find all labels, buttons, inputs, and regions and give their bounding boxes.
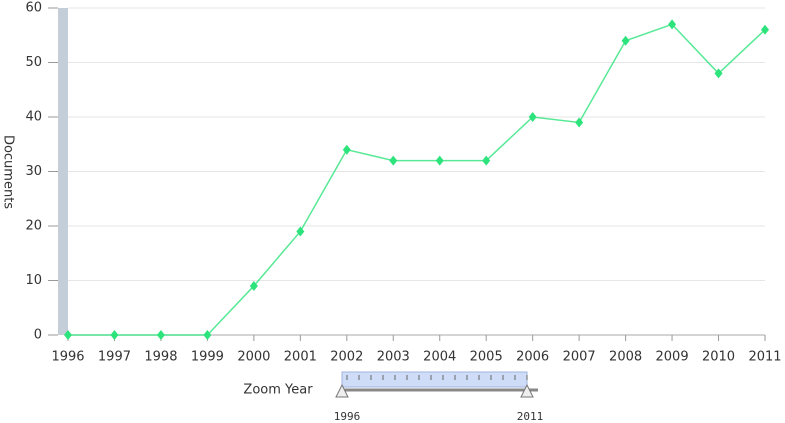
zoom-label: Zoom Year [243, 383, 313, 398]
x-tick-label: 2001 [284, 350, 317, 365]
x-tick-label: 1996 [51, 350, 84, 365]
y-tick-label: 0 [34, 328, 42, 343]
data-point [389, 155, 398, 166]
zoom-ticks [346, 375, 528, 380]
x-tick-label: 1999 [191, 350, 224, 365]
zoom-handle-start[interactable] [335, 383, 349, 398]
y-tick-label: 40 [25, 110, 42, 125]
data-point [575, 117, 584, 128]
data-point [435, 155, 444, 166]
y-tick-label: 60 [25, 1, 42, 16]
zoom-start: 1996 [334, 410, 361, 423]
data-point [296, 226, 305, 237]
zoom-end: 2011 [517, 410, 544, 423]
x-tick-label: 1998 [144, 350, 177, 365]
data-point [249, 280, 258, 291]
x-tick-label: 2010 [702, 350, 735, 365]
x-tick-label: 2002 [330, 350, 363, 365]
data-point [64, 330, 72, 340]
x-tick-label: 2006 [516, 350, 549, 365]
data-point [761, 24, 769, 35]
data-point [621, 35, 630, 46]
x-tick-label: 2005 [470, 350, 503, 365]
x-tick-label: 2003 [377, 350, 410, 365]
data-point [668, 19, 677, 30]
data-point [203, 330, 212, 340]
data-point [482, 155, 491, 166]
data-point [528, 112, 537, 122]
x-tick-label: 2004 [423, 350, 456, 365]
x-tick-label: 2009 [656, 350, 689, 365]
zoom-slider[interactable]: Zoom Year 1996 2011 [243, 371, 544, 423]
y-axis-label: Documents [1, 135, 16, 209]
data-line [68, 23, 766, 336]
y-tick-label: 30 [25, 164, 42, 179]
y-axis-band [58, 8, 68, 335]
x-tick-label: 2007 [563, 350, 596, 365]
data-point [342, 144, 351, 155]
zoom-range[interactable] [341, 371, 528, 388]
x-tick-label: 2008 [609, 350, 642, 365]
data-point [156, 330, 165, 340]
x-tick-label: 2011 [748, 350, 781, 365]
x-tick-label: 1997 [98, 350, 131, 365]
y-tick-label: 20 [25, 219, 42, 234]
y-tick-label: 10 [25, 273, 42, 288]
x-tick-label: 2000 [237, 350, 270, 365]
y-tick-label: 50 [25, 55, 42, 70]
data-point [714, 68, 723, 79]
data-point [110, 330, 119, 340]
zoom-handle-end[interactable] [520, 383, 534, 398]
